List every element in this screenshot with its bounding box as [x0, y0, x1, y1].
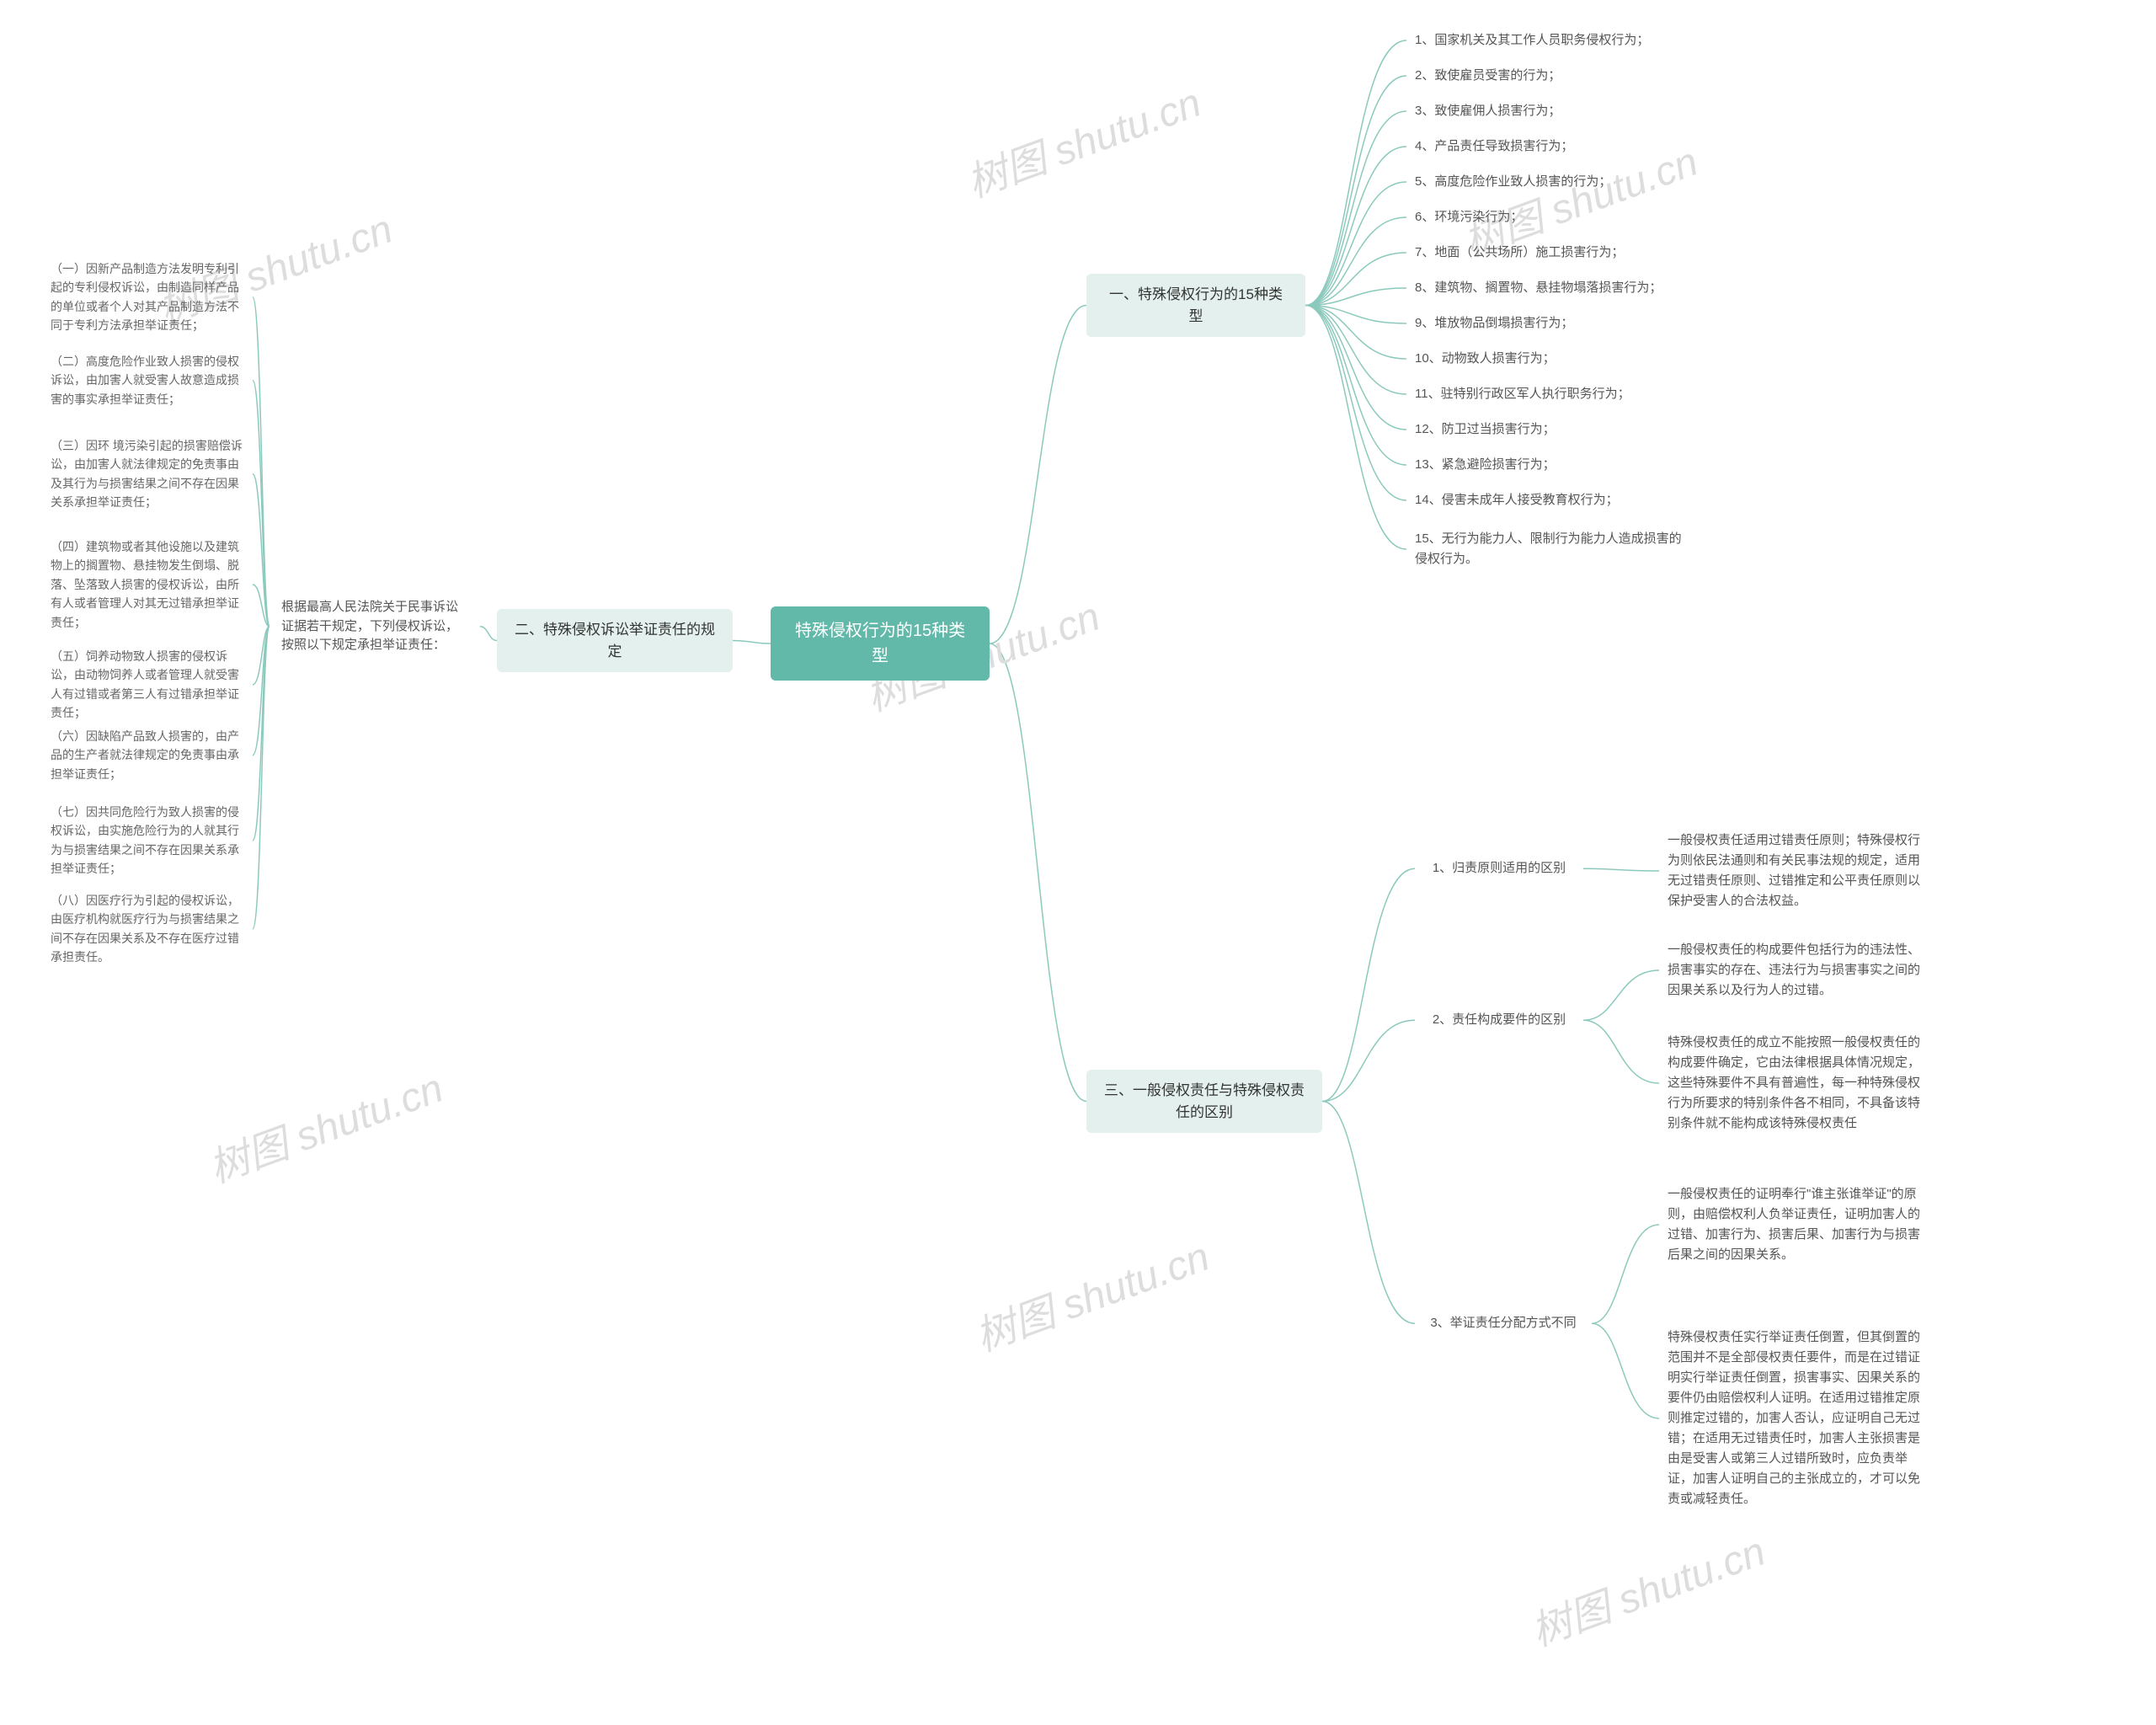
m2-child-3: （三）因环 境污染引起的损害赔偿诉讼，由加害人就法律规定的免责事由及其行为与损害…	[42, 430, 253, 519]
m1-child-10: 10、动物致人损害行为；	[1406, 344, 1564, 374]
m2-intermediate-label: 根据最高人民法院关于民事诉讼证据若干规定，下列侵权诉讼，按照以下规定承担举证责任…	[281, 598, 468, 655]
m3-leaf-c3-0: 一般侵权责任的证明奉行"谁主张谁举证"的原则，由赔偿权利人负举证责任，证明加害人…	[1659, 1179, 1937, 1270]
main-topic-1: 一、特殊侵权行为的15种类型	[1086, 274, 1305, 337]
m2-child-1: （一）因新产品制造方法发明专利引起的专利侵权诉讼，由制造同样产品的单位或者个人对…	[42, 253, 253, 342]
m2-child-6: （六）因缺陷产品致人损害的，由产品的生产者就法律规定的免责事由承担举证责任；	[42, 720, 253, 790]
m3-leaf-c2-0: 一般侵权责任的构成要件包括行为的违法性、损害事实的存在、违法行为与损害事实之间的…	[1659, 935, 1937, 1006]
m3-leaf-c1-0: 一般侵权责任适用过错责任原则；特殊侵权行为则依民法通则和有关民事法规的规定，适用…	[1659, 825, 1937, 916]
m3-child-1: 1、归责原则适用的区别	[1415, 851, 1583, 887]
m1-child-4: 4、产品责任导致损害行为；	[1406, 131, 1582, 162]
watermark: 树图 shutu.cn	[1522, 1518, 1772, 1657]
watermark: 树图 shutu.cn	[966, 1223, 1216, 1362]
watermark: 树图 shutu.cn	[200, 1055, 450, 1194]
m2-child-8: （八）因医疗行为引起的侵权诉讼，由医疗机构就医疗行为与损害结果之间不存在因果关系…	[42, 884, 253, 974]
m3-child-3: 3、举证责任分配方式不同	[1415, 1306, 1592, 1342]
m1-child-2: 2、致使雇员受害的行为；	[1406, 61, 1569, 91]
main-topic-1-label: 一、特殊侵权行为的15种类型	[1103, 284, 1289, 327]
m3-leaf-c3-1: 特殊侵权责任实行举证责任倒置，但其倒置的范围并不是全部侵权责任要件，而是在过错证…	[1659, 1322, 1937, 1514]
m1-child-6: 6、环境污染行为；	[1406, 202, 1531, 232]
m2-child-7: （七）因共同危险行为致人损害的侵权诉讼，由实施危险行为的人就其行为与损害结果之间…	[42, 796, 253, 885]
m1-child-9: 9、堆放物品倒塌损害行为；	[1406, 308, 1582, 339]
main-topic-2-label: 二、特殊侵权诉讼举证责任的规定	[514, 619, 716, 662]
m2-child-5: （五）饲养动物致人损害的侵权诉讼，由动物饲养人或者管理人就受害人有过错或者第三人…	[42, 640, 253, 729]
m1-child-13: 13、紧急避险损害行为；	[1406, 450, 1564, 480]
m1-child-5: 5、高度危险作业致人损害的行为；	[1406, 167, 1620, 197]
m1-child-1: 1、国家机关及其工作人员职务侵权行为；	[1406, 25, 1657, 56]
m1-child-12: 12、防卫过当损害行为；	[1406, 414, 1564, 445]
main-topic-3: 三、一般侵权责任与特殊侵权责任的区别	[1086, 1070, 1322, 1133]
root-label: 特殊侵权行为的15种类型	[791, 618, 969, 669]
root-node: 特殊侵权行为的15种类型	[771, 606, 990, 681]
m1-child-3: 3、致使雇佣人损害行为；	[1406, 96, 1569, 126]
m1-child-8: 8、建筑物、搁置物、悬挂物塌落损害行为；	[1406, 273, 1670, 303]
m2-child-4: （四）建筑物或者其他设施以及建筑物上的搁置物、悬挂物发生倒塌、脱落、坠落致人损害…	[42, 531, 253, 638]
watermark: 树图 shutu.cn	[958, 69, 1208, 208]
m1-child-11: 11、驻特别行政区军人执行职务行为；	[1406, 379, 1639, 409]
main-topic-2: 二、特殊侵权诉讼举证责任的规定	[497, 609, 733, 672]
m2-intermediate: 根据最高人民法院关于民事诉讼证据若干规定，下列侵权诉讼，按照以下规定承担举证责任…	[270, 590, 480, 664]
main-topic-3-label: 三、一般侵权责任与特殊侵权责任的区别	[1103, 1080, 1305, 1123]
m1-child-7: 7、地面（公共场所）施工损害行为；	[1406, 238, 1632, 268]
m3-child-2: 2、责任构成要件的区别	[1415, 1002, 1583, 1039]
m1-child-14: 14、侵害未成年人接受教育权行为；	[1406, 485, 1627, 515]
m3-leaf-c2-1: 特殊侵权责任的成立不能按照一般侵权责任的构成要件确定，它由法律根据具体情况规定，…	[1659, 1028, 1937, 1139]
m1-child-15: 15、无行为能力人、限制行为能力人造成损害的侵权行为。	[1406, 524, 1693, 574]
m2-child-2: （二）高度危险作业致人损害的侵权诉讼，由加害人就受害人故意造成损害的事实承担举证…	[42, 345, 253, 415]
